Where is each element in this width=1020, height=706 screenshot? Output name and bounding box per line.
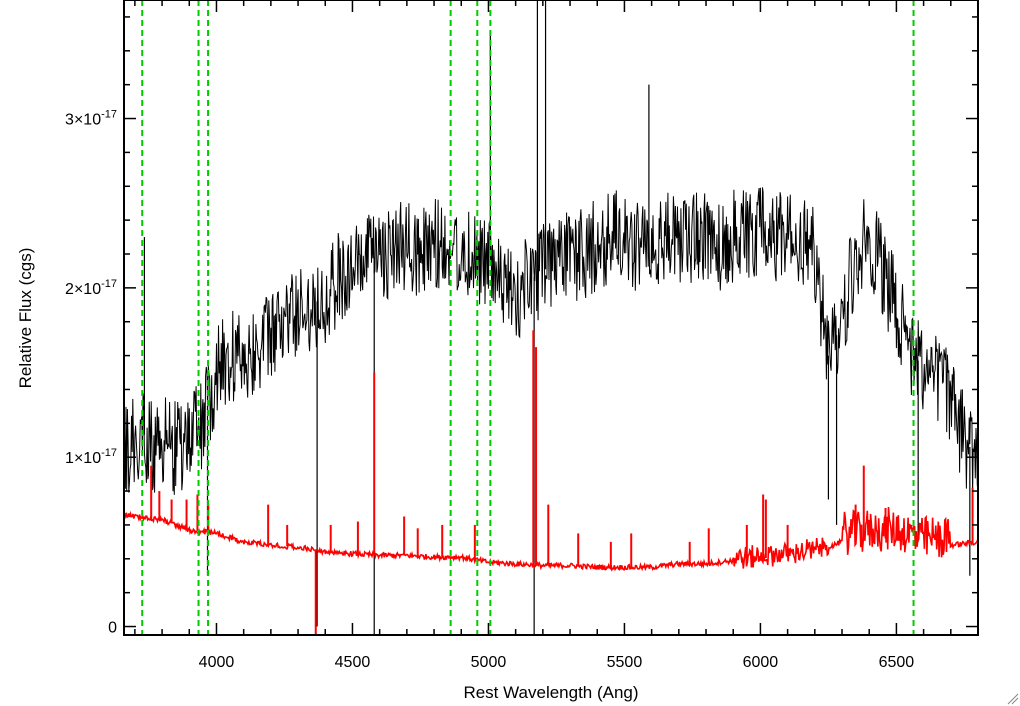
x-tick-label: 5000 [471,654,507,671]
plot-frame [123,0,979,636]
plot-content [123,0,979,635]
x-tick-label: 4500 [335,654,371,671]
y-tick-label: 0 [108,620,117,637]
x-tick-label: 6500 [879,654,915,671]
spectrum-line [123,187,979,495]
x-axis-label: Rest Wavelength (Ang) [463,683,638,702]
y-tick-label: 2×10-17 [65,278,117,298]
y-axis-label: Relative Flux (cgs) [16,248,35,389]
x-tick-label: 5500 [607,654,643,671]
x-ticks [134,0,979,635]
y-tick-labels: 0 1×10-17 2×10-17 3×10-17 [65,109,117,637]
x-tick-labels: 4000 4500 5000 5500 6000 6500 [199,654,915,671]
x-tick-label: 4000 [199,654,235,671]
x-tick-label: 6000 [743,654,779,671]
resize-grip-icon[interactable] [1007,693,1019,705]
y-tick-label: 3×10-17 [65,109,117,129]
y-tick-label: 1×10-17 [65,447,117,467]
error-line [123,506,979,572]
